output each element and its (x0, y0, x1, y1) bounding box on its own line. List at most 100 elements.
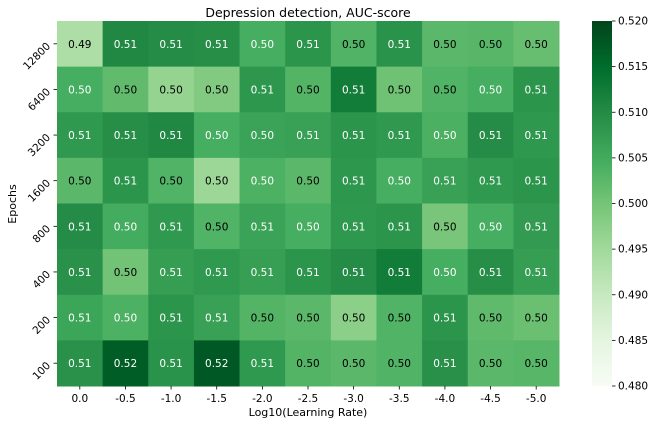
cell-value-label: 0.50 (524, 358, 547, 370)
cell-value-label: 0.51 (296, 267, 319, 279)
cell-value-label: 0.51 (251, 221, 274, 233)
cell-value-label: 0.50 (68, 84, 91, 96)
cell-value-label: 0.50 (159, 176, 182, 188)
cell-value-label: 0.51 (388, 221, 411, 233)
cell-value-label: 0.50 (433, 267, 456, 279)
x-axis-label: Log10(Learning Rate) (249, 406, 368, 419)
heatmap-cell (330, 294, 377, 341)
colorbar-tick-label: 0.515 (618, 61, 648, 73)
heatmap-cell (57, 21, 104, 68)
cell-value-label: 0.50 (296, 84, 319, 96)
cell-value-label: 0.51 (68, 313, 91, 325)
cell-value-label: 0.50 (205, 130, 228, 142)
cell-value-label: 0.50 (433, 221, 456, 233)
heatmap-cell (467, 203, 514, 250)
heatmap-cell (193, 112, 241, 159)
heatmap-cell (422, 66, 469, 113)
y-tick-label: 1600 (26, 177, 53, 204)
cell-value-label: 0.50 (251, 313, 274, 325)
colorbar (592, 21, 612, 386)
cell-value-label: 0.51 (68, 221, 91, 233)
cell-value-label: 0.51 (205, 313, 228, 325)
cell-value-label: 0.50 (68, 176, 91, 188)
heatmap-cell (239, 66, 286, 113)
cell-value-label: 0.51 (388, 39, 411, 51)
cell-value-label: 0.51 (524, 221, 547, 233)
cell-value-label: 0.51 (433, 358, 456, 370)
cell-value-label: 0.50 (251, 39, 274, 51)
cell-value-label: 0.50 (342, 313, 365, 325)
x-tick-label: -2.5 (298, 393, 319, 405)
heatmap-cell (513, 249, 560, 296)
cell-value-label: 0.50 (479, 221, 502, 233)
cell-value-label: 0.50 (296, 221, 319, 233)
y-tick-label: 200 (30, 314, 53, 337)
colorbar-tick-label: 0.485 (618, 335, 648, 347)
heatmap-cell (513, 112, 560, 159)
cell-value-label: 0.51 (479, 267, 502, 279)
heatmap-cell (102, 249, 149, 296)
cell-value-label: 0.50 (114, 221, 137, 233)
heatmap-cell (57, 294, 104, 341)
cell-value-label: 0.51 (114, 39, 137, 51)
x-tick-label: -1.5 (206, 393, 227, 405)
cell-value-label: 0.49 (68, 39, 91, 51)
x-tick-label: 0.0 (71, 393, 88, 405)
heatmap-cell (422, 203, 469, 250)
x-tick-label: -4.5 (480, 393, 501, 405)
y-axis-label: Epochs (6, 184, 19, 224)
cell-value-label: 0.51 (68, 358, 91, 370)
heatmap-cell (376, 340, 423, 387)
cell-value-label: 0.51 (159, 313, 182, 325)
cell-value-label: 0.52 (205, 358, 228, 370)
heatmap-cell (57, 203, 104, 250)
cell-value-label: 0.51 (342, 267, 365, 279)
heatmap-cell (330, 112, 377, 159)
heatmap-cell (193, 157, 241, 204)
colorbar-tick-label: 0.505 (618, 152, 648, 164)
colorbar-ticks: 0.480 0.485 0.490 0.495 0.500 0.505 0.510 0.515… (612, 16, 648, 393)
cell-value-label: 0.51 (524, 176, 547, 188)
colorbar-tick-label: 0.480 (618, 381, 648, 393)
heatmap-cell (193, 340, 241, 387)
cell-value-label: 0.50 (524, 39, 547, 51)
cell-value-label: 0.50 (342, 39, 365, 51)
cell-value-label: 0.50 (479, 313, 502, 325)
heatmap-cell (285, 294, 332, 341)
heatmap-cell-labels: 0.49 0.51 0.51 0.51 0.50 0.51 0.50 0.51 0.50 0.50… (68, 39, 548, 370)
heatmap-cell (57, 340, 104, 387)
heatmap-cell (239, 21, 286, 68)
heatmap-cell (285, 112, 332, 159)
heatmap-cell (285, 157, 332, 204)
heatmap-cell (422, 21, 469, 68)
x-tick-label: -3.5 (389, 393, 410, 405)
heatmap-cell (330, 21, 377, 68)
heatmap-cell (102, 66, 149, 113)
heatmap-cell (422, 294, 469, 341)
heatmap-cell (467, 340, 514, 387)
heatmap-cell (57, 249, 104, 296)
cell-value-label: 0.51 (524, 130, 547, 142)
heatmap-cell (513, 157, 560, 204)
heatmap-cell (102, 294, 149, 341)
cell-value-label: 0.51 (251, 358, 274, 370)
cell-value-label: 0.50 (388, 84, 411, 96)
heatmap-cell (467, 157, 514, 204)
colorbar-tick-label: 0.495 (618, 244, 648, 256)
cell-value-label: 0.50 (479, 39, 502, 51)
cell-value-label: 0.51 (342, 221, 365, 233)
cell-value-label: 0.51 (342, 176, 365, 188)
heatmap-cell (330, 157, 377, 204)
cell-value-label: 0.51 (524, 267, 547, 279)
heatmap-cell (57, 66, 104, 113)
heatmap-cell (330, 66, 377, 113)
colorbar-tick-label: 0.490 (618, 289, 648, 301)
heatmap-cell (513, 203, 560, 250)
x-tick-label: -3.0 (343, 393, 364, 405)
cell-value-label: 0.50 (205, 84, 228, 96)
y-tick-label: 6400 (26, 86, 53, 113)
heatmap-cell (239, 203, 286, 250)
y-tick-label: 3200 (26, 132, 53, 159)
heatmap-cell (467, 21, 514, 68)
heatmap-cell (148, 249, 195, 296)
